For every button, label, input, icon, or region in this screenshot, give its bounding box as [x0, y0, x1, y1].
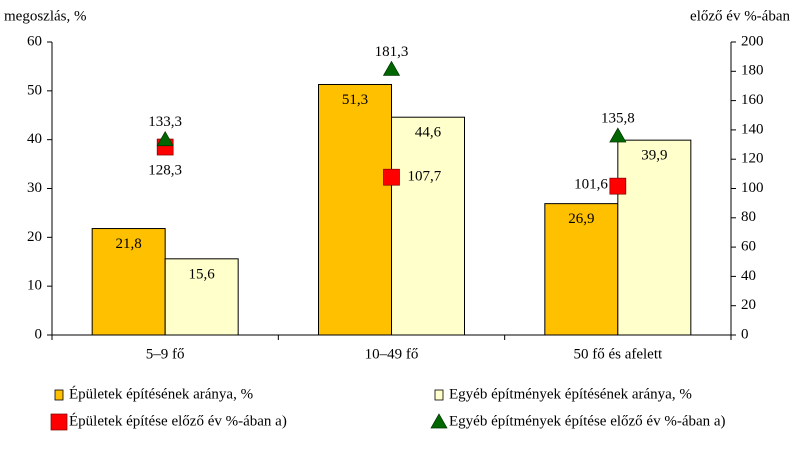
marker-value-label: 128,3 — [148, 162, 182, 178]
marker-value-label: 181,3 — [375, 44, 409, 60]
y2-tick-label: 40 — [741, 268, 756, 284]
bar-value-label: 39,9 — [641, 148, 667, 164]
legend-swatch — [54, 389, 64, 401]
y2-tick-label: 200 — [741, 33, 764, 49]
y2-tick-label: 20 — [741, 297, 756, 313]
marker — [609, 177, 627, 195]
y2-tick-label: 80 — [741, 209, 756, 225]
marker — [156, 131, 174, 147]
marker-value-label: 107,7 — [408, 169, 442, 185]
bar-value-label: 51,3 — [342, 92, 368, 108]
y-tick-label: 20 — [27, 229, 42, 245]
y2-tick-label: 180 — [741, 63, 764, 79]
marker — [382, 60, 401, 76]
legend-label: Egyéb építmények építésének aránya, % — [449, 386, 692, 402]
legend-marker — [50, 413, 68, 431]
x-tick-label: 10–49 fő — [365, 346, 419, 362]
legend-label: Épületek építése előző év %-ában a) — [69, 412, 287, 429]
marker-value-label: 101,6 — [574, 177, 608, 193]
y-axis-title: megoszlás, % — [4, 8, 86, 24]
bar — [617, 139, 692, 336]
bar — [91, 228, 166, 336]
y2-tick-label: 60 — [741, 239, 756, 255]
bar — [164, 258, 239, 336]
y-tick-label: 50 — [27, 82, 42, 98]
marker — [383, 168, 400, 186]
y-tick-label: 0 — [35, 326, 43, 342]
bar — [318, 83, 392, 336]
y2-tick-label: 100 — [741, 180, 764, 196]
x-tick-label: 50 fő és afelett — [573, 346, 663, 362]
legend-marker — [430, 413, 448, 429]
marker-value-label: 135,8 — [601, 110, 635, 126]
x-tick-label: 5–9 fő — [146, 346, 185, 362]
y2-tick-label: 120 — [741, 151, 764, 167]
y-tick-label: 60 — [27, 33, 42, 49]
legend-label: Épületek építésének aránya, % — [69, 385, 253, 402]
bar-value-label: 15,6 — [189, 266, 216, 282]
bar-value-label: 44,6 — [415, 125, 442, 141]
bar — [391, 116, 465, 336]
y-tick-label: 40 — [27, 131, 42, 147]
y2-tick-label: 160 — [741, 92, 764, 108]
y2-axis-title: előző év %-ában — [690, 8, 790, 24]
y2-tick-label: 0 — [741, 326, 749, 342]
bar-value-label: 21,8 — [116, 236, 142, 252]
legend-swatch — [434, 389, 444, 401]
y-tick-label: 30 — [27, 180, 42, 196]
bar — [544, 203, 619, 336]
y-tick-label: 10 — [27, 278, 42, 294]
legend-label: Egyéb építmények építése előző év %-ában… — [449, 413, 726, 429]
bar-value-label: 26,9 — [568, 211, 594, 227]
marker — [609, 127, 627, 143]
y2-tick-label: 140 — [741, 121, 764, 137]
marker-value-label: 133,3 — [148, 114, 182, 130]
